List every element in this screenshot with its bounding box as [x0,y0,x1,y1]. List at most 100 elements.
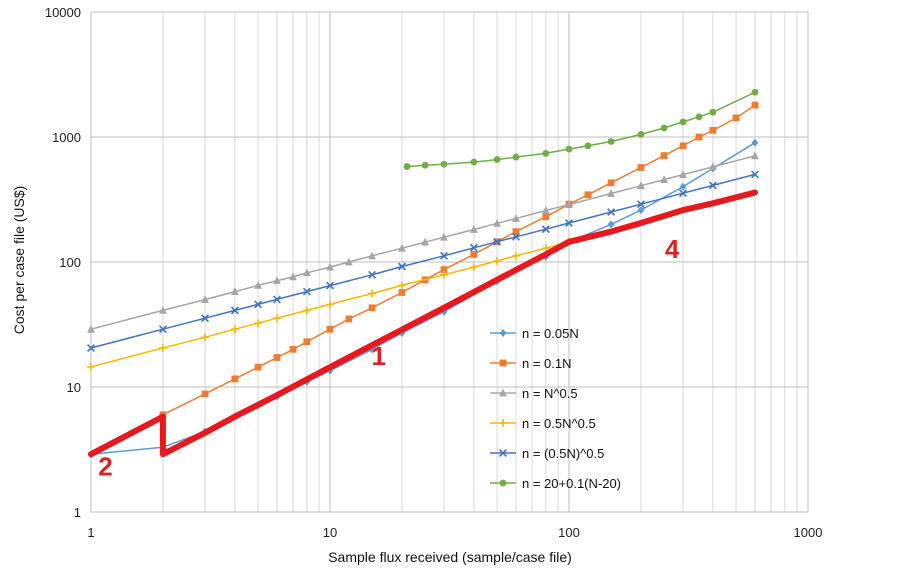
annotation-label: 4 [665,234,680,264]
data-point [751,101,759,109]
series-3 [87,151,759,333]
series-line [90,141,756,455]
data-point [584,142,592,150]
data-point [695,133,703,141]
legend-item: n = 20+0.1(N-20) [490,476,621,491]
data-point [542,213,550,221]
data-point [440,251,448,260]
data-point [159,306,167,314]
data-point [541,206,550,214]
data-point [512,214,520,222]
series-line-bold [88,189,758,458]
y-tick-label: 1 [74,505,81,520]
data-point [512,251,520,260]
data-point [660,152,668,159]
legend-label: n = 0.05N [522,326,579,341]
data-point [636,200,645,209]
y-tick-label: 100 [59,255,81,270]
data-point [584,191,592,199]
data-point [326,325,334,333]
data-point [679,118,687,126]
data-point [201,333,209,342]
data-point [368,345,376,354]
data-point [493,237,502,246]
data-point [403,163,411,170]
data-point [398,329,406,338]
data-point [440,270,448,279]
legend-label: n = 0.1N [522,356,572,371]
x-tick-label: 100 [558,525,580,540]
data-point [493,218,501,227]
data-point [637,130,645,138]
data-point [440,160,448,168]
series-2 [159,101,759,419]
annotation-label: 2 [98,452,112,482]
data-point [273,276,281,284]
data-point [368,289,376,298]
legend-item: n = 0.1N [490,356,572,371]
data-point [499,419,507,427]
data-point [201,314,209,323]
data-point [273,314,281,323]
data-point [565,200,573,208]
data-point [159,344,167,352]
legend-label: n = 20+0.1(N-20) [522,476,621,491]
data-point [469,263,478,272]
series-1 [87,138,759,459]
data-point [421,161,429,169]
data-point [398,243,406,252]
data-point [751,138,759,147]
series-7 [88,189,758,458]
legend-label: n = N^0.5 [522,386,578,401]
data-point [470,158,478,166]
data-point [541,225,550,234]
data-point [302,306,311,315]
data-point [201,390,209,398]
series-5 [87,170,759,352]
annotations: 1 2 4 [98,234,680,482]
data-point [542,149,550,157]
legend-item: n = 0.05N [490,326,579,341]
data-point [289,272,297,281]
data-point [230,306,239,315]
data-point [254,319,262,328]
data-point [230,287,239,295]
data-point [541,244,550,253]
x-tick-label: 10 [323,525,337,540]
data-point [679,182,687,191]
data-point [679,189,687,198]
data-point [751,88,759,96]
data-point [751,170,759,179]
data-point [470,251,478,258]
data-point [565,219,573,227]
data-point [368,270,377,279]
data-point [345,257,353,266]
legend-item: n = (0.5N)^0.5 [490,446,604,461]
series-line [90,241,570,368]
data-point [499,329,507,337]
data-point [289,345,297,353]
data-point [469,225,478,233]
data-point [326,281,334,290]
data-point [273,295,281,304]
data-point [87,324,95,333]
legend-item: n = N^0.5 [490,386,578,401]
data-point [637,164,645,171]
x-axis-title: Sample flux received (sample/case file) [328,549,572,565]
data-point [303,338,311,346]
x-axis-ticks: 1 10 100 1000 [87,525,822,540]
data-point [660,175,669,184]
data-point [421,237,430,246]
data-point [326,366,334,375]
data-point [709,108,717,116]
x-tick-label: 1 [87,525,94,540]
data-point [302,268,311,277]
data-point [397,262,406,271]
data-point [607,138,615,145]
y-axis-ticks: 1 10 100 1000 10000 [45,5,81,520]
y-tick-label: 1000 [52,130,81,145]
data-point [493,156,501,163]
data-point [254,280,262,289]
data-point [398,281,406,290]
data-point [440,232,448,241]
